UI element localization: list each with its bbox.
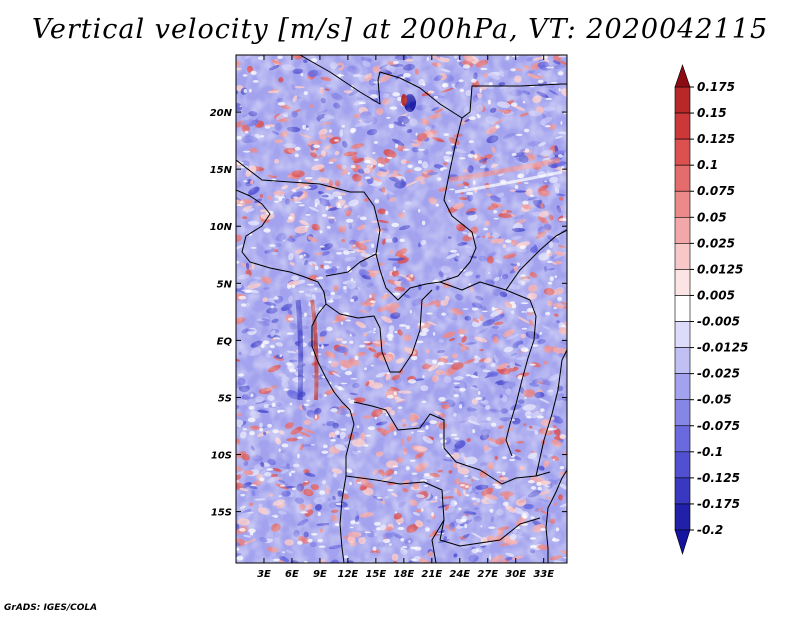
y-tick-label: 10N [210, 222, 233, 233]
colorbar-swatch [674, 216, 691, 244]
x-tick-label: 30E [505, 569, 526, 580]
map-area [236, 55, 567, 563]
colorbar-swatch [674, 190, 691, 218]
colorbar-top-triangle [674, 64, 691, 88]
colorbar-label: -0.125 [697, 471, 740, 485]
x-tick-label: 6E [285, 569, 299, 580]
colorbar-label: 0.05 [697, 210, 727, 224]
x-tick-label: 33E [533, 569, 554, 580]
y-axis: 20N 15N 10N 5N EQ 5S 10S 15S [210, 108, 567, 519]
y-tick-label: 5S [218, 393, 232, 404]
border-east-lines [535, 349, 567, 477]
x-axis: 3E 6E 9E 12E 15E 18E 21E 24E 27E 30E 33E [257, 55, 554, 580]
coastline-east [545, 469, 567, 563]
map-frame [235, 54, 568, 564]
border-sahel [236, 159, 381, 277]
coastline-west [236, 189, 355, 563]
colorbar-swatch [674, 321, 691, 348]
border-drc-south [353, 401, 551, 485]
colorbar-swatch [674, 477, 691, 505]
colorbar-swatch [674, 86, 691, 114]
colorbar-bottom-triangle [674, 529, 691, 556]
x-tick-label: 9E [313, 569, 327, 580]
x-tick-label: 24E [449, 569, 470, 580]
y-tick-label: 5N [217, 279, 233, 290]
colorbar-swatch [674, 347, 691, 374]
colorbar-swatch [674, 425, 691, 453]
colorbar-label: -0.1 [697, 445, 723, 459]
colorbar-label: -0.2 [697, 523, 723, 537]
colorbar-label: 0.025 [697, 236, 735, 250]
border-cameroon [375, 253, 531, 301]
colorbar-swatch [674, 295, 691, 322]
colorbar-label: 0.1 [697, 158, 718, 172]
y-tick-label: 10S [211, 451, 232, 462]
colorbar-label: -0.0125 [697, 341, 748, 355]
x-tick-label: 21E [421, 569, 442, 580]
border-zambia [431, 519, 445, 563]
colorbar-swatch [674, 112, 691, 140]
y-tick-label: 15S [211, 508, 232, 519]
colorbar-label: -0.005 [697, 315, 740, 329]
footer-credit: GrADS: IGES/COLA [4, 603, 98, 613]
colorbar-swatch [674, 164, 691, 192]
colorbar-label: 0.075 [697, 184, 735, 198]
border-north [299, 55, 567, 119]
colorbar-label: 0.15 [697, 106, 727, 120]
chart-title: Vertical velocity [m/s] at 200hPa, VT: 2… [31, 14, 769, 45]
colorbar-swatch [674, 138, 691, 166]
x-tick-label: 18E [393, 569, 414, 580]
colorbar-label: 0.005 [697, 288, 735, 302]
x-tick-label: 12E [338, 569, 359, 580]
colorbar-label: -0.05 [697, 393, 732, 407]
border-great-lakes [505, 299, 537, 457]
colorbar-label: 0.175 [697, 80, 735, 94]
colorbar-label: -0.025 [697, 367, 740, 381]
colorbar-swatch [674, 269, 691, 296]
colorbar-swatch [674, 503, 691, 531]
colorbar-swatch [674, 399, 691, 427]
colorbar-label: -0.175 [697, 497, 740, 511]
colorbar: 0.175 0.15 0.125 0.1 0.075 0.05 0.025 0.0125 0.0… [674, 64, 748, 556]
border-chad [439, 117, 477, 283]
y-tick-label: 20N [210, 108, 233, 119]
colorbar-label: -0.075 [697, 419, 740, 433]
country-borders [236, 55, 567, 563]
border-gabon-congo [325, 289, 433, 373]
x-tick-label: 15E [365, 569, 386, 580]
field-texture [236, 55, 567, 563]
colorbar-label: 0.125 [697, 132, 735, 146]
colorbar-swatch [674, 373, 691, 401]
x-tick-label: 3E [257, 569, 271, 580]
colorbar-label: 0.0125 [697, 262, 743, 276]
y-tick-label: EQ [217, 336, 233, 347]
y-tick-label: 15N [210, 165, 233, 176]
x-tick-label: 27E [477, 569, 498, 580]
colorbar-swatch [674, 451, 691, 479]
colorbar-swatch [674, 243, 691, 270]
border-east [505, 229, 567, 291]
